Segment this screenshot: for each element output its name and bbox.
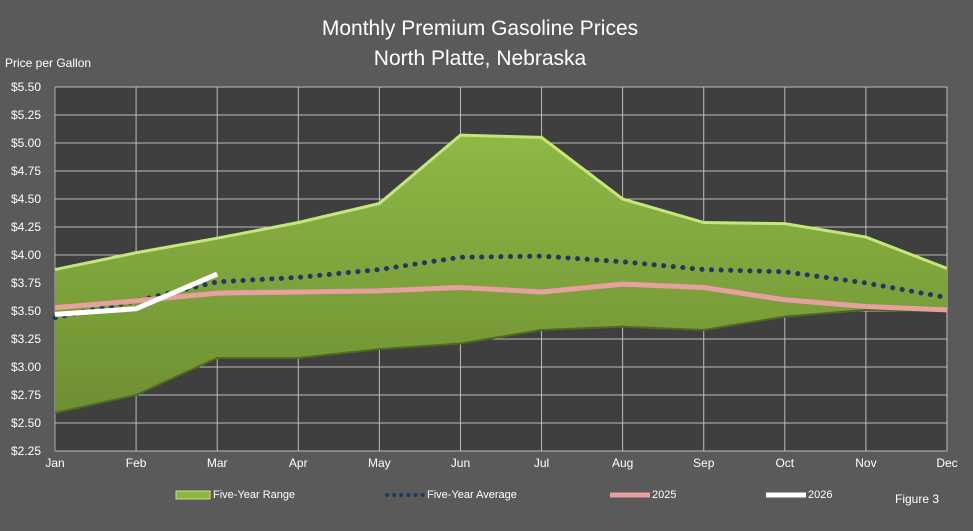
legend-item-2025: 2025 [610,489,676,501]
legend-label-2026: 2026 [808,489,833,501]
y-tick-label: $5.00 [11,136,41,150]
y-tick-label: $2.50 [11,416,41,430]
legend-swatch-range [175,490,211,500]
x-tick-label: May [368,456,391,470]
series-line-2026 [54,271,219,317]
x-tick-label: Jan [45,456,64,470]
x-tick-label: Apr [289,456,308,470]
chart-title: Monthly Premium Gasoline Prices [321,17,639,40]
y-tick-label: $3.50 [11,304,41,318]
y-tick-label: $3.00 [11,360,41,374]
y-tick-label: $4.75 [11,164,41,178]
figure-label: Figure 3 [895,492,940,506]
legend-swatch-average [385,493,425,497]
y-tick-label: $3.75 [11,276,41,290]
x-tick-label: Feb [126,456,147,470]
y-tick-label: $4.50 [11,192,41,206]
five-year-average-line [52,253,950,321]
chart-subtitle: North Platte, Nebraska [373,47,587,70]
x-tick-label: Jun [451,456,470,470]
y-tick-label: $5.25 [11,108,41,122]
x-tick-label: Mar [207,456,228,470]
x-tick-label: Oct [775,456,794,470]
y-tick-label: $4.25 [11,220,41,234]
legend-swatch-2026 [766,492,806,498]
five-year-range-high-edge [54,133,948,272]
legend-item-range: Five-Year Range [175,489,295,501]
x-tick-label: Nov [855,456,876,470]
five-year-range-low-edge [54,308,948,414]
five-year-range-area [55,135,947,413]
x-tick-label: Dec [936,456,957,470]
y-tick-label: $5.50 [11,80,41,94]
y-tick-label: $4.00 [11,248,41,262]
legend-label-range: Five-Year Range [213,489,296,501]
series-line-2025 [54,281,948,313]
y-tick-label: $3.25 [11,332,41,346]
y-tick-label: $2.75 [11,388,41,402]
legend-swatch-2025 [610,492,650,498]
y-tick-label: $2.25 [11,444,41,458]
y-axis-label: Price per Gallon [5,56,92,70]
x-tick-label: Jul [534,456,549,470]
x-tick-label: Aug [612,456,633,470]
legend-item-2026: 2026 [766,489,832,501]
legend-label-average: Five-Year Average [427,489,517,501]
x-tick-label: Sep [693,456,715,470]
legend-item-average: Five-Year Average [385,489,517,501]
legend-label-2025: 2025 [652,489,677,501]
